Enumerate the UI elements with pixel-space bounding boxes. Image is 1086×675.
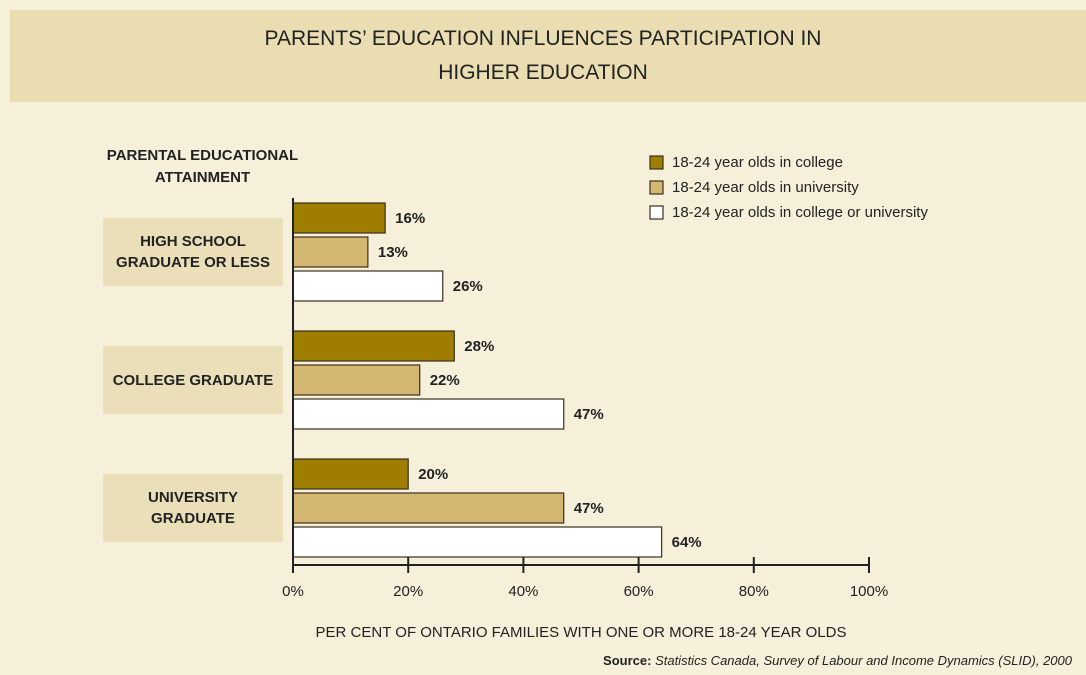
value-label: 28% (464, 338, 494, 355)
bar (292, 492, 565, 524)
x-tick-label: 60% (624, 583, 654, 600)
bar (292, 364, 421, 396)
bar (292, 236, 369, 268)
value-label: 47% (574, 406, 604, 423)
legend-label: 18-24 year olds in university (672, 179, 859, 196)
source-label: Source: (603, 653, 652, 668)
legend-label: 18-24 year olds in college (672, 154, 843, 171)
x-tick-label: 40% (508, 583, 538, 600)
x-tick-label: 0% (282, 583, 304, 600)
legend-swatch (649, 180, 664, 195)
source-text: Statistics Canada, Survey of Labour and … (655, 653, 1072, 668)
value-label: 20% (418, 466, 448, 483)
category-label: UNIVERSITY GRADUATE (103, 474, 283, 542)
value-label: 13% (378, 244, 408, 261)
source: Source: Statistics Canada, Survey of Lab… (603, 653, 1072, 668)
category-label: COLLEGE GRADUATE (103, 346, 283, 414)
x-axis-label: PER CENT OF ONTARIO FAMILIES WITH ONE OR… (316, 624, 847, 641)
bar (292, 330, 455, 362)
value-label: 47% (574, 500, 604, 517)
legend-swatch (649, 155, 664, 170)
value-label: 26% (453, 278, 483, 295)
bar (292, 270, 444, 302)
value-label: 64% (672, 534, 702, 551)
bar (292, 526, 663, 558)
value-label: 22% (430, 372, 460, 389)
bar (292, 458, 409, 490)
chart-title: PARENTS’ EDUCATION INFLUENCES PARTICIPAT… (264, 27, 822, 84)
x-tick-label: 80% (739, 583, 769, 600)
header-band (10, 10, 1086, 102)
legend-label: 18-24 year olds in college or university (672, 204, 928, 221)
x-tick-label: 20% (393, 583, 423, 600)
category-label: HIGH SCHOOL GRADUATE OR LESS (103, 218, 283, 286)
value-label: 16% (395, 210, 425, 227)
y-axis-label: PARENTAL EDUCATIONAL ATTAINMENT (106, 147, 299, 186)
bar (292, 398, 565, 430)
legend-swatch (649, 205, 664, 220)
x-tick-label: 100% (850, 583, 888, 600)
bar (292, 202, 386, 234)
